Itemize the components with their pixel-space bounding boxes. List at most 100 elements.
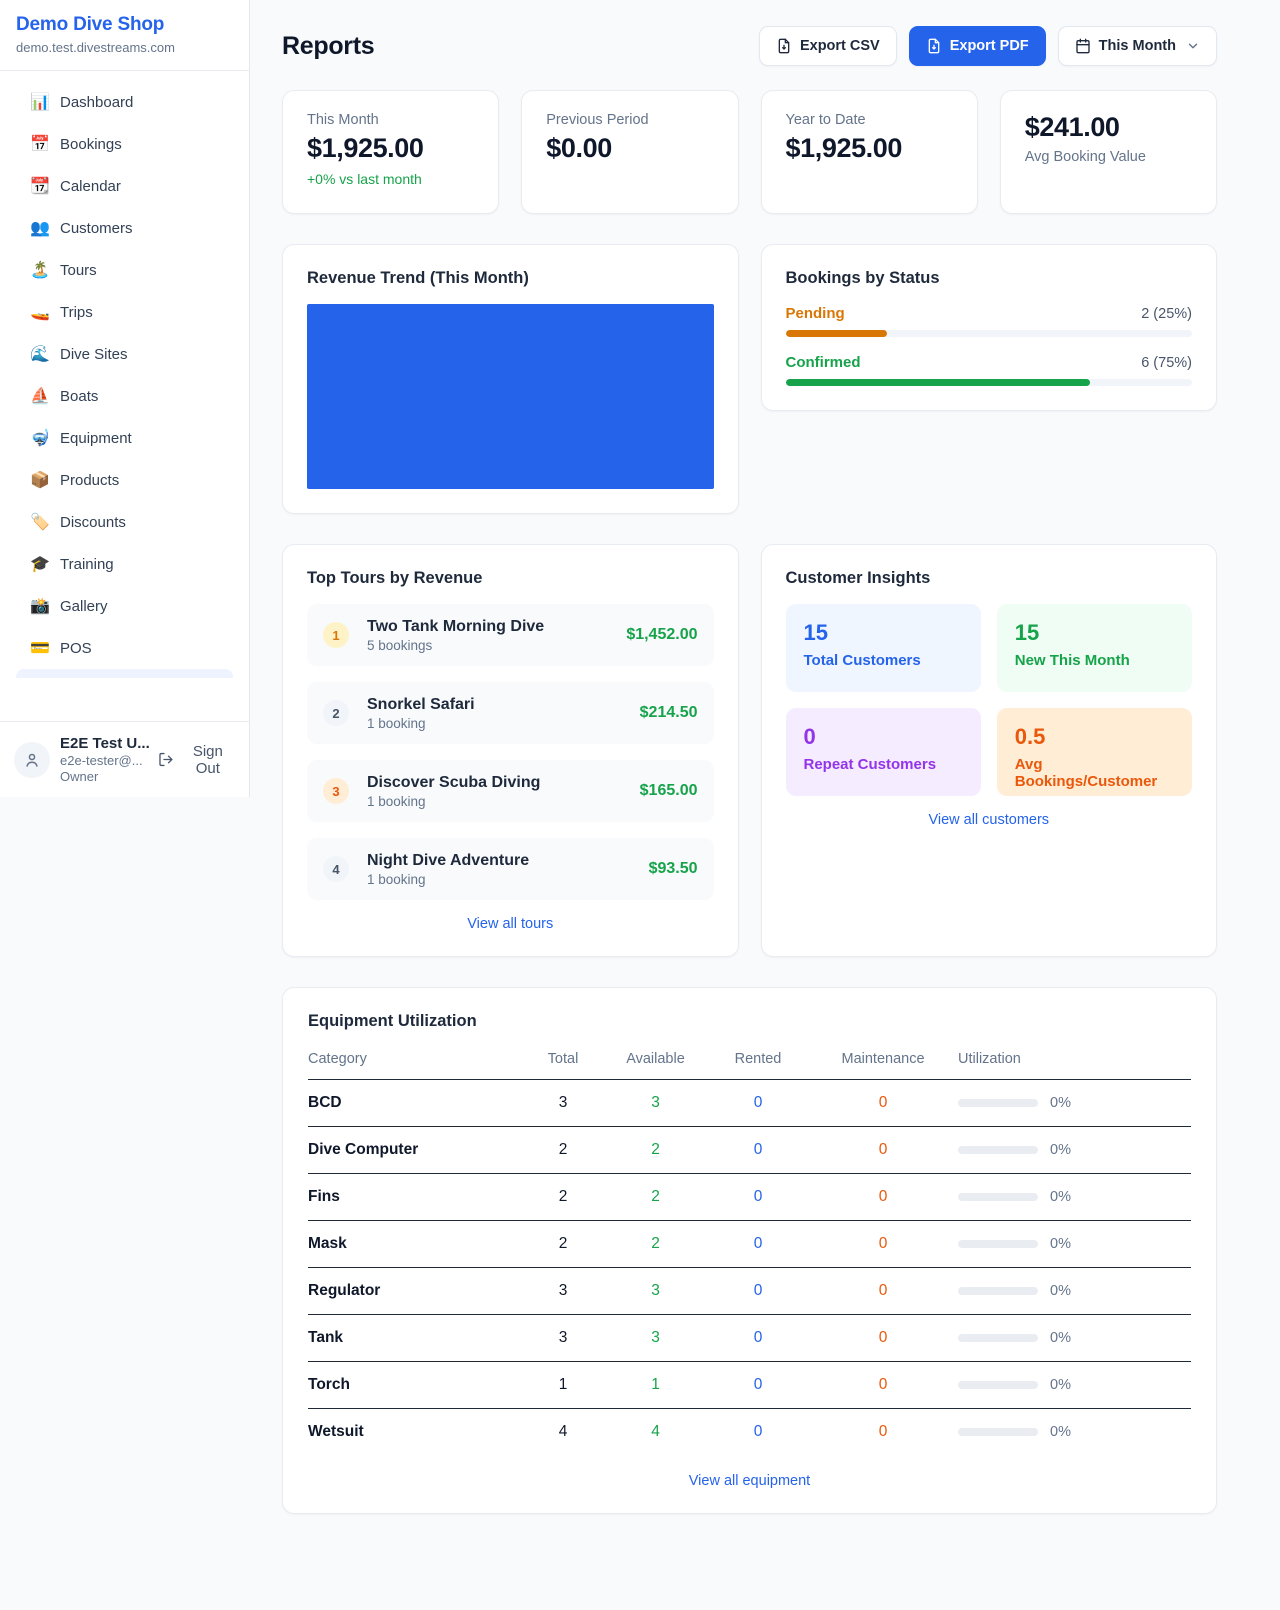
sidebar-item-label: Products [60, 471, 120, 489]
sign-out-label: Sign Out [192, 742, 223, 777]
cell-available: 4 [651, 1423, 660, 1440]
view-all-equipment-link[interactable]: View all equipment [308, 1473, 1191, 1489]
stat-card-avg-booking-value: $241.00 Avg Booking Value [999, 90, 1217, 214]
cell-total: 4 [558, 1423, 568, 1440]
stat-value: $0.00 [546, 133, 612, 163]
bookings-by-status-panel: Bookings by Status Pending 2 (25%) Confi… [760, 244, 1217, 411]
column-header-rented: Rented [734, 1051, 782, 1067]
export-pdf-button[interactable]: Export PDF [908, 26, 1046, 66]
cell-rented: 0 [753, 1376, 763, 1393]
cell-rented: 0 [753, 1282, 763, 1299]
insight-tile-repeat-customers: 0 Repeat Customers [785, 708, 981, 796]
column-header-total: Total [547, 1051, 579, 1067]
cell-rented: 0 [753, 1423, 763, 1440]
cell-total: 2 [558, 1141, 568, 1158]
sidebar-item-pos[interactable]: 💳 POS [10, 627, 239, 669]
sidebar-item-discounts[interactable]: 🏷️ Discounts [10, 501, 239, 543]
tour-amount: $1,452.00 [626, 626, 698, 643]
sidebar-item-boats[interactable]: ⛵ Boats [10, 375, 239, 417]
insight-value: 15 [1014, 620, 1040, 645]
stat-label: Previous Period [546, 112, 649, 128]
cell-category: Fins [308, 1188, 340, 1205]
export-csv-label: Export CSV [799, 38, 880, 54]
main-content: Reports Export CSV Export PDF This Month [250, 0, 1280, 1554]
stats-row: This Month $1,925.00 +0% vs last month P… [282, 90, 1217, 214]
export-csv-button[interactable]: Export CSV [758, 26, 897, 66]
sidebar-item-label: Equipment [60, 429, 132, 447]
view-all-tours-link[interactable]: View all tours [307, 916, 714, 932]
cell-rented: 0 [753, 1141, 763, 1158]
sidebar-item-bookings[interactable]: 📅 Bookings [10, 123, 239, 165]
cell-maintenance: 0 [878, 1235, 888, 1252]
tours-icon: 🏝️ [30, 262, 50, 279]
sidebar-item-label: Tours [60, 261, 97, 279]
utilization-percent: 0% [1050, 1236, 1071, 1252]
tour-amount: $93.50 [648, 860, 698, 877]
export-pdf-label: Export PDF [949, 38, 1029, 54]
utilization-bar [958, 1287, 1038, 1295]
sidebar-item-label: Trips [60, 303, 93, 321]
chevron-down-icon [1188, 43, 1198, 49]
table-header-row: Category Total Available Rented Maintena… [308, 1045, 1191, 1080]
insight-tile-avg-bookings: 0.5 Avg Bookings/Customer [996, 708, 1192, 796]
dive-sites-icon: 🌊 [30, 346, 50, 363]
file-download-icon [928, 38, 940, 54]
cell-total: 1 [558, 1376, 568, 1393]
sidebar-item-trips[interactable]: 🚤 Trips [10, 291, 239, 333]
sidebar-item-label: Discounts [60, 513, 126, 531]
equipment-utilization-panel: Equipment Utilization Category Total Ava… [282, 987, 1217, 1514]
cell-maintenance: 0 [878, 1376, 888, 1393]
table-row: Mask 2 2 0 0 0% [308, 1221, 1191, 1268]
insight-tile-new-this-month: 15 New This Month [996, 604, 1192, 692]
status-count: 2 (25%) [1141, 306, 1192, 322]
cell-utilization: 0% [958, 1236, 1191, 1252]
sidebar-item-customers[interactable]: 👥 Customers [10, 207, 239, 249]
cell-available: 2 [651, 1141, 660, 1158]
cell-total: 3 [558, 1282, 568, 1299]
table-row: Tank 3 3 0 0 0% [308, 1315, 1191, 1362]
sidebar-nav: 📊 Dashboard 📅 Bookings 📆 Calendar 👥 Customer… [0, 71, 249, 721]
cell-maintenance: 0 [878, 1282, 888, 1299]
tour-bookings: 5 bookings [367, 637, 433, 653]
sidebar-item-equipment[interactable]: 🤿 Equipment [10, 417, 239, 459]
stat-label: This Month [307, 112, 379, 128]
sidebar-item-training[interactable]: 🎓 Training [10, 543, 239, 585]
training-icon: 🎓 [30, 556, 50, 573]
rank-badge: 4 [323, 856, 349, 882]
header-actions: Export CSV Export PDF This Month [758, 26, 1217, 66]
stat-card-this-month: This Month $1,925.00 +0% vs last month [282, 90, 500, 214]
column-header-maintenance: Maintenance [841, 1051, 925, 1067]
cell-utilization: 0% [958, 1283, 1191, 1299]
charts-row: Revenue Trend (This Month) Bookings by S… [282, 244, 1217, 514]
cell-maintenance: 0 [878, 1188, 888, 1205]
sidebar-item-label: Dive Sites [60, 345, 128, 363]
sidebar-item-dive-sites[interactable]: 🌊 Dive Sites [10, 333, 239, 375]
sidebar-item-calendar[interactable]: 📆 Calendar [10, 165, 239, 207]
stat-card-year-to-date: Year to Date $1,925.00 [760, 90, 978, 214]
sidebar-item-products[interactable]: 📦 Products [10, 459, 239, 501]
sidebar-item-tours[interactable]: 🏝️ Tours [10, 249, 239, 291]
cell-maintenance: 0 [878, 1141, 888, 1158]
file-download-icon [778, 38, 790, 54]
period-dropdown[interactable]: This Month [1057, 26, 1217, 66]
page-title: Reports [282, 31, 375, 60]
sign-out-button[interactable]: Sign Out [158, 743, 235, 777]
cell-available: 2 [651, 1235, 660, 1252]
status-row-confirmed: Confirmed 6 (75%) [785, 354, 1192, 386]
brand-name[interactable]: Demo Dive Shop [16, 14, 165, 35]
cell-utilization: 0% [958, 1330, 1191, 1346]
sidebar-item-reports-partial[interactable] [16, 669, 233, 678]
tour-name: Discover Scuba Diving [367, 773, 541, 791]
sidebar-item-dashboard[interactable]: 📊 Dashboard [10, 81, 239, 123]
cell-total: 3 [558, 1094, 568, 1111]
cell-total: 3 [558, 1329, 568, 1346]
cell-total: 2 [558, 1188, 568, 1205]
tour-row: 1 Two Tank Morning Dive 5 bookings $1,452… [307, 604, 714, 666]
sidebar-item-gallery[interactable]: 📸 Gallery [10, 585, 239, 627]
tour-name: Night Dive Adventure [367, 851, 530, 869]
cell-maintenance: 0 [878, 1423, 888, 1440]
cell-utilization: 0% [958, 1142, 1191, 1158]
revenue-trend-title: Revenue Trend (This Month) [307, 269, 529, 287]
view-all-customers-link[interactable]: View all customers [786, 812, 1193, 828]
